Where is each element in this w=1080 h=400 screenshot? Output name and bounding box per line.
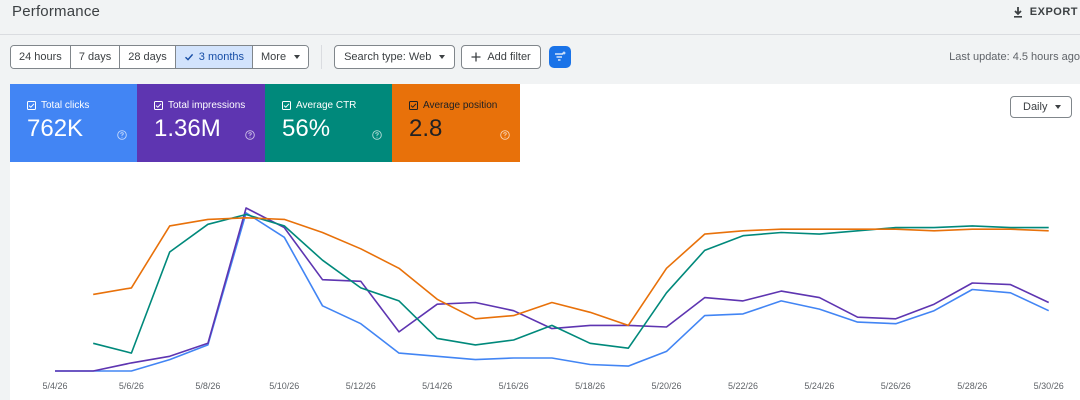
- series-line-average-ctr: [93, 213, 1049, 354]
- range-7-days-button[interactable]: 7 days: [70, 46, 121, 68]
- filter-settings-button[interactable]: [548, 46, 571, 68]
- help-icon[interactable]: [245, 130, 255, 140]
- performance-panel: Total clicks 762K Total impressions 1.36…: [10, 84, 1080, 400]
- metric-label: Total clicks: [41, 100, 90, 111]
- export-label: EXPORT: [1029, 6, 1078, 18]
- metric-label: Total impressions: [168, 100, 246, 111]
- x-tick-label: 5/24/26: [804, 381, 834, 391]
- metric-value: 56%: [282, 115, 331, 142]
- checkbox-checked-icon: [409, 101, 418, 110]
- range-label: 7 days: [78, 51, 112, 63]
- range-more-dropdown[interactable]: More: [253, 46, 309, 68]
- toolbar-divider: [321, 45, 323, 69]
- checkbox-checked-icon: [282, 101, 291, 110]
- search-type-label: Search type: Web: [344, 51, 432, 63]
- search-type-dropdown[interactable]: Search type: Web: [334, 45, 456, 69]
- granularity-dropdown[interactable]: Daily: [1010, 96, 1072, 118]
- metric-label: Average CTR: [296, 100, 357, 111]
- series-line-total-impressions: [55, 207, 1050, 372]
- range-label: 3 months: [198, 51, 245, 63]
- caret-down-icon: [1055, 105, 1062, 109]
- add-filter-label: Add filter: [487, 51, 531, 63]
- range-label: 28 days: [128, 51, 167, 63]
- check-icon: [184, 53, 193, 61]
- plus-icon: [471, 52, 481, 62]
- x-tick-label: 5/26/26: [881, 381, 911, 391]
- range-label: 24 hours: [19, 51, 62, 63]
- x-tick-label: 5/14/26: [422, 381, 452, 391]
- metric-value: 2.8: [409, 115, 443, 142]
- granularity-label: Daily: [1023, 101, 1048, 113]
- x-tick-label: 5/4/26: [42, 381, 67, 391]
- x-tick-label: 5/8/26: [195, 381, 220, 391]
- x-tick-label: 5/16/26: [499, 381, 529, 391]
- x-tick-label: 5/18/26: [575, 381, 605, 391]
- series-line-average-position: [93, 217, 1049, 327]
- help-icon[interactable]: [372, 130, 382, 140]
- x-tick-label: 5/20/26: [651, 381, 681, 391]
- metric-card-average-ctr[interactable]: Average CTR 56%: [265, 84, 392, 162]
- series-line-total-clicks: [55, 212, 1050, 372]
- range-28-days-button[interactable]: 28 days: [120, 46, 176, 68]
- x-tick-label: 5/10/26: [269, 381, 299, 391]
- help-icon[interactable]: [117, 130, 127, 140]
- range-3-months-button[interactable]: 3 months: [175, 46, 254, 68]
- performance-line-chart: 5/4/26 5/6/26 5/8/26 5/10/26 5/12/26 5/14/26 5…: [42, 207, 1064, 391]
- help-icon[interactable]: [500, 130, 510, 140]
- x-tick-label: 5/6/26: [119, 381, 144, 391]
- x-tick-label: 5/30/26: [1034, 381, 1064, 391]
- range-label: More: [261, 51, 287, 63]
- export-button[interactable]: EXPORT: [1012, 4, 1080, 20]
- add-filter-button[interactable]: Add filter: [461, 45, 541, 69]
- checkbox-checked-icon: [27, 101, 36, 110]
- metric-label: Average position: [423, 100, 498, 111]
- checkbox-checked-icon: [154, 101, 163, 110]
- metric-card-total-clicks[interactable]: Total clicks 762K: [10, 84, 137, 162]
- filter-list-icon: [554, 51, 566, 61]
- metric-value: 762K: [27, 115, 84, 142]
- caret-down-icon: [294, 55, 301, 59]
- metric-value: 1.36M: [154, 115, 221, 142]
- download-icon: [1013, 7, 1022, 18]
- date-range-selector: 24 hours 7 days 28 days 3 months More: [10, 45, 310, 69]
- last-update-text: Last update: 4.5 hours ago: [949, 51, 1080, 63]
- page-title: Performance: [12, 3, 101, 20]
- x-tick-label: 5/12/26: [346, 381, 376, 391]
- range-24-hours-button[interactable]: 24 hours: [11, 46, 71, 68]
- header-divider: [0, 34, 1080, 35]
- x-tick-label: 5/22/26: [728, 381, 758, 391]
- caret-down-icon: [439, 55, 446, 59]
- toolbar: 24 hours 7 days 28 days 3 months More Se…: [10, 45, 571, 69]
- metric-card-total-impressions[interactable]: Total impressions 1.36M: [137, 84, 265, 162]
- x-tick-label: 5/28/26: [957, 381, 987, 391]
- metric-card-average-position[interactable]: Average position 2.8: [392, 84, 520, 162]
